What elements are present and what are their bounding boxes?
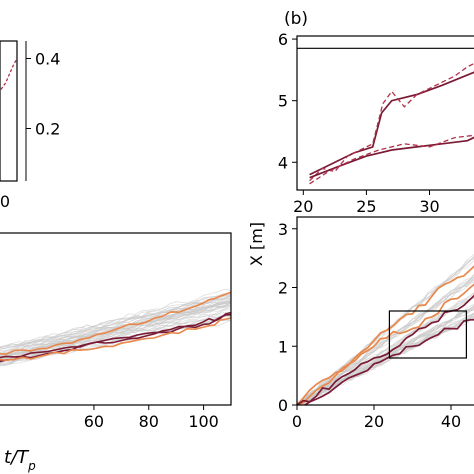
- right-x-tick-label: 20: [364, 412, 384, 431]
- right-series-line-2: [297, 294, 474, 405]
- left-x-tick-label: 60: [84, 412, 104, 431]
- grey-trace: [0, 294, 231, 352]
- right-x-tick-label: 40: [441, 412, 461, 431]
- panel-b-x-tick-label: 20: [293, 197, 313, 216]
- grey-trace: [0, 302, 231, 364]
- grey-trace: [297, 292, 474, 405]
- grey-trace: [297, 278, 474, 405]
- inset-frame: [0, 40, 18, 182]
- panel-b-y-tick-label: 6: [278, 30, 288, 49]
- left-x-axis-label: t/Tp: [4, 447, 36, 473]
- inset-y-tick-label: 0.2: [35, 120, 60, 139]
- left-series-line-2: [0, 311, 231, 359]
- right-y-tick-label: 0: [278, 396, 288, 415]
- right-y-axis-label: X [m]: [247, 222, 266, 266]
- right-y-tick-label: 1: [278, 337, 288, 356]
- right-y-tick-label: 2: [278, 279, 288, 298]
- inset-y-tick-label: 0.4: [35, 50, 60, 69]
- grey-trace: [297, 258, 474, 405]
- panel-b-series-line-0: [309, 71, 474, 176]
- panel-b-axes-frame: [296, 35, 474, 191]
- left-axes-frame: [0, 232, 232, 406]
- panel-b-series-line-2: [309, 136, 474, 179]
- grey-trace: [297, 296, 474, 405]
- inset-x-tick-label: 0: [0, 192, 10, 211]
- grey-trace: [0, 294, 231, 355]
- right-series-line-1: [297, 283, 474, 405]
- left-main-panel: 60 80 100 t/Tp: [0, 232, 232, 473]
- left-inset-panel: 0.2 0.4 0: [0, 40, 60, 211]
- panel-b-x-tick-label: 25: [356, 197, 376, 216]
- left-series-line-3: [0, 317, 231, 362]
- right-x-tick-label: 0: [292, 412, 302, 431]
- right-lower-panel: 0 1 2 3 0 20 40 X [m]: [247, 216, 474, 431]
- panel-b-zoom: (b) 4 5 6 20 25 30: [278, 9, 474, 216]
- grey-trace: [0, 297, 231, 355]
- left-highlight-lines: [0, 291, 231, 363]
- right-axes-frame: [296, 216, 474, 406]
- right-y-tick-label: 3: [278, 220, 288, 239]
- right-highlight-lines: [297, 265, 474, 405]
- inset-series-line-0: [0, 58, 18, 92]
- left-x-tick-label: 80: [139, 412, 159, 431]
- left-grey-traces: [0, 288, 231, 367]
- grey-trace: [0, 301, 231, 348]
- grey-trace: [297, 279, 474, 405]
- panel-b-series-line-3: [309, 134, 474, 185]
- left-series-line-0: [0, 291, 231, 355]
- left-series-line-1: [0, 313, 231, 363]
- left-x-tick-label: 100: [188, 412, 219, 431]
- right-series-line-3: [297, 318, 474, 405]
- grey-trace: [297, 304, 474, 405]
- grey-trace: [297, 259, 474, 405]
- panel-b-label: (b): [284, 9, 308, 29]
- panel-b-y-tick-label: 5: [278, 92, 288, 111]
- zoom-region-box: [388, 310, 467, 359]
- grey-trace: [297, 276, 474, 404]
- panel-b-y-tick-label: 4: [278, 153, 288, 172]
- right-series-line-0: [297, 265, 474, 405]
- panel-b-lines: [297, 47, 474, 185]
- panel-b-series-line-1: [309, 62, 474, 182]
- panel-b-x-tick-label: 30: [419, 197, 439, 216]
